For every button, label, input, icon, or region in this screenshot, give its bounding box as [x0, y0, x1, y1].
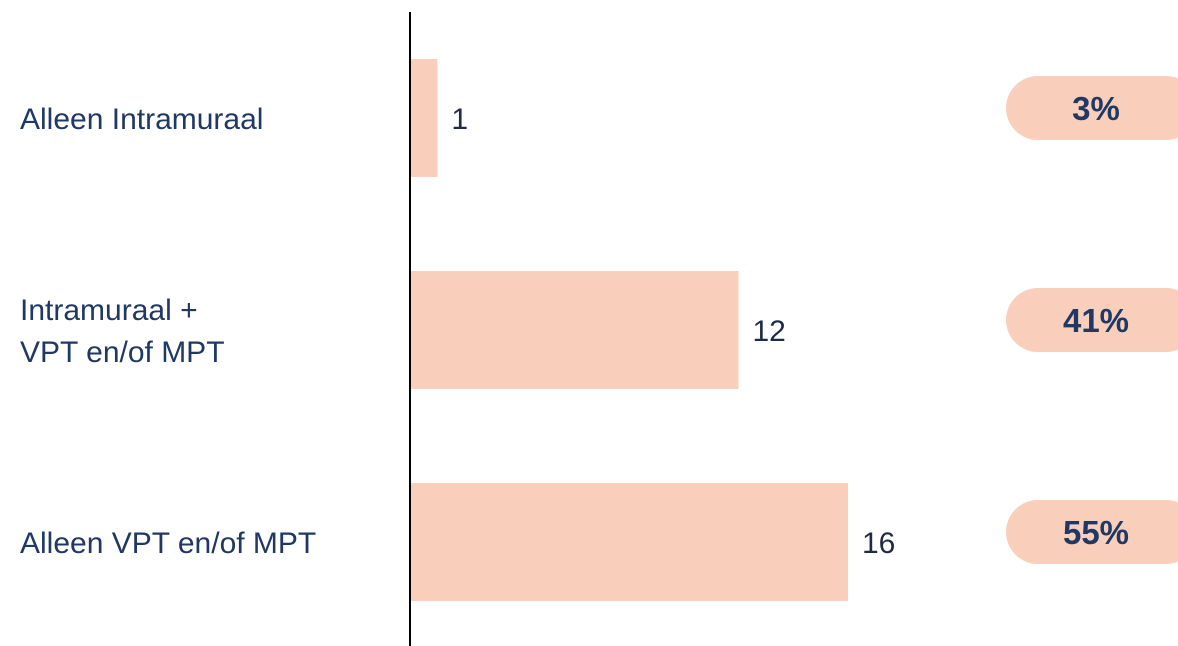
data-label-1: 1: [451, 103, 468, 136]
data-label-2: 12: [753, 315, 786, 348]
bar-1: [410, 59, 438, 177]
bars-layer: [410, 59, 848, 601]
percentage-badges-layer: 3% 41% 55%: [1006, 76, 1178, 564]
category-label-1: Alleen Intramuraal: [20, 103, 263, 136]
category-label-2-line-1: Intramuraal +: [20, 294, 198, 327]
bar-2: [410, 271, 739, 389]
percentage-label-2: 41%: [1063, 302, 1129, 339]
category-label-3: Alleen VPT en/of MPT: [20, 527, 316, 560]
bar-3: [410, 483, 848, 601]
percentage-label-3: 55%: [1063, 514, 1129, 551]
category-label-2-line-2: VPT en/of MPT: [20, 336, 225, 369]
percentage-badge-2: [1006, 288, 1178, 352]
percentage-badge-1: [1006, 76, 1178, 140]
percentage-badge-3: [1006, 500, 1178, 564]
data-label-3: 16: [862, 527, 895, 560]
labels-layer: 1 Alleen Intramuraal 12 Intramuraal + VPT en…: [20, 103, 895, 560]
percentage-label-1: 3%: [1072, 90, 1120, 127]
